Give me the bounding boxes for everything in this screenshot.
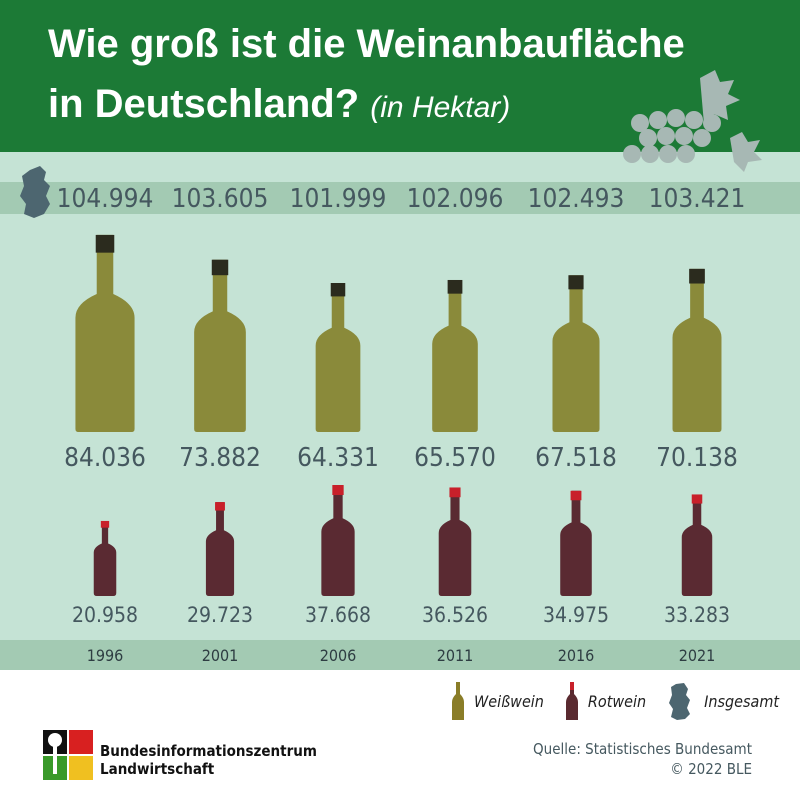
title-line-1: Wie groß ist die Weinanbaufläche	[48, 22, 685, 66]
total-value: 104.994	[56, 184, 154, 214]
year-label: 2006	[319, 646, 357, 665]
year-label: 2016	[557, 646, 595, 665]
total-band	[0, 182, 800, 214]
white-wine-value: 73.882	[179, 443, 261, 473]
red-wine-bottle-cap	[449, 487, 461, 498]
legend-total: Insgesamt	[704, 691, 779, 711]
org-name-line-1: Bundesinformationszentrum	[100, 742, 317, 760]
source-text: Quelle: Statistisches Bundesamt	[533, 740, 752, 758]
org-name-line-2: Landwirtschaft	[100, 760, 215, 778]
red-wine-value: 33.283	[663, 603, 731, 627]
total-value: 101.999	[289, 184, 387, 214]
red-wine-bottle	[321, 485, 355, 596]
title-line-2: in Deutschland? (in Hektar)	[48, 82, 510, 127]
red-wine-bottle-cap	[332, 485, 344, 496]
white-wine-bottle-cap	[447, 279, 463, 294]
biz-logo	[43, 730, 93, 780]
white-wine-bottle-cap	[330, 283, 346, 297]
white-wine-bottle-cap	[689, 268, 705, 284]
title-text: in Deutschland?	[48, 82, 360, 126]
white-wine-value: 65.570	[414, 443, 496, 473]
red-wine-value: 34.975	[542, 603, 610, 627]
white-wine-bottle-cap	[95, 234, 115, 253]
total-value: 103.421	[648, 184, 746, 214]
legend-red: Rotwein	[587, 691, 647, 711]
white-wine-bottle	[672, 268, 722, 432]
white-wine-value: 84.036	[64, 443, 146, 473]
bottle-chart	[20, 166, 722, 596]
unit-label: (in Hektar)	[370, 91, 511, 124]
red-wine-value: 37.668	[304, 603, 372, 627]
white-wine-bottle	[194, 259, 246, 432]
white-wine-value: 70.138	[656, 443, 738, 473]
white-wine-bottle-icon	[452, 682, 464, 720]
white-wine-bottle	[75, 234, 135, 432]
red-wine-bottle-cap	[100, 520, 110, 528]
white-wine-bottle	[552, 275, 600, 432]
white-wine-bottle-cap	[568, 275, 584, 290]
red-wine-bottle-cap	[691, 494, 703, 504]
year-band	[0, 640, 800, 670]
red-wine-bottle	[560, 490, 592, 596]
red-wine-value: 20.958	[71, 603, 139, 627]
year-label: 1996	[86, 646, 124, 665]
white-wine-bottle-cap	[211, 259, 229, 276]
red-wine-bottle-cap	[570, 490, 582, 501]
legend-white: Weißwein	[474, 691, 544, 711]
germany-icon	[20, 166, 50, 218]
red-wine-bottle-icon	[565, 682, 578, 720]
white-wine-bottle	[432, 279, 478, 432]
grapes-icon	[623, 70, 762, 172]
copyright-text: © 2022 BLE	[670, 760, 752, 778]
total-value: 102.493	[527, 184, 625, 214]
red-wine-bottle	[205, 502, 235, 596]
germany-icon	[669, 683, 691, 720]
total-value: 103.605	[171, 184, 269, 214]
legend: Weißwein Rotwein Insgesamt	[452, 682, 791, 720]
total-value: 102.096	[406, 184, 504, 214]
white-wine-bottle	[315, 283, 361, 432]
red-wine-value: 29.723	[186, 603, 254, 627]
red-wine-bottle	[438, 487, 472, 596]
white-wine-value: 67.518	[535, 443, 617, 473]
white-wine-value: 64.331	[297, 443, 379, 473]
red-wine-bottle-cap	[215, 502, 225, 511]
year-label: 2021	[678, 646, 716, 665]
year-label: 2001	[201, 646, 239, 665]
header: Wie groß ist die Weinanbaufläche in Deut…	[0, 0, 800, 152]
red-wine-value: 36.526	[421, 603, 489, 627]
red-wine-bottle	[93, 520, 117, 596]
year-label: 2011	[436, 646, 474, 665]
red-wine-bottle	[681, 494, 713, 596]
